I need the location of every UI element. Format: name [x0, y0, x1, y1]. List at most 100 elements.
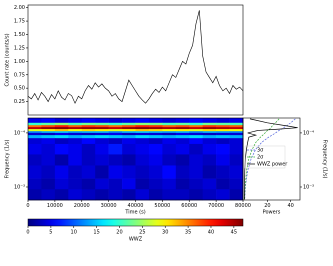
heat-cell	[41, 129, 56, 132]
heat-cell	[229, 143, 244, 155]
heat-cell	[108, 122, 123, 126]
heat-cell	[54, 122, 69, 126]
heat-cell	[229, 132, 244, 136]
heat-cell	[229, 135, 244, 139]
heat-cell	[202, 138, 217, 145]
heat-cell	[229, 178, 244, 190]
heat-cell	[189, 125, 203, 128]
heat-cell	[148, 154, 163, 166]
heat-cell	[81, 143, 96, 155]
heat-cell	[229, 189, 244, 201]
heat-cell	[54, 125, 69, 128]
y-tick-label: 1.50	[14, 32, 25, 38]
heat-cell	[54, 135, 69, 139]
heat-cell	[216, 165, 230, 179]
heat-cell	[41, 138, 56, 145]
axes-frame	[242, 117, 301, 201]
heat-cell	[108, 125, 123, 128]
heat-cell	[54, 178, 69, 190]
heat-cell	[229, 118, 244, 124]
heat-cell	[95, 154, 109, 166]
heat-cell	[202, 125, 217, 128]
x-axis-label: Time (s)	[124, 210, 145, 216]
y-tick-label: 1.25	[14, 45, 25, 51]
legend-label: WWZ power	[257, 162, 288, 168]
heat-cell	[122, 165, 136, 179]
heat-cell	[229, 138, 244, 145]
heat-cell	[108, 178, 123, 190]
heat-cell	[108, 127, 123, 130]
heat-cell	[95, 189, 109, 201]
heat-cell	[135, 127, 150, 130]
heat-cell	[68, 129, 83, 132]
colorbar-tick-label: 30	[162, 230, 168, 236]
colorbar	[27, 218, 244, 227]
heat-cell	[189, 178, 203, 190]
heat-cell	[162, 138, 177, 145]
heat-cell	[95, 127, 109, 130]
heat-cell	[162, 125, 177, 128]
heat-cell	[68, 154, 83, 166]
heat-cell	[135, 135, 150, 139]
colorbar-tick-label: 0	[26, 230, 29, 236]
y-tick-label: 0.75	[14, 72, 25, 78]
heat-cell	[216, 127, 230, 130]
heat-cell	[175, 122, 190, 126]
heat-cell	[81, 189, 96, 201]
heat-cell	[189, 189, 203, 201]
legend-box	[244, 145, 286, 169]
heat-cell	[216, 189, 230, 201]
heat-cell	[216, 154, 230, 166]
axes-frame	[27, 4, 244, 116]
heat-cell	[28, 178, 42, 190]
heat-cell	[175, 131, 190, 134]
heat-cell	[135, 131, 150, 134]
heat-cell	[216, 122, 230, 126]
heat-cell	[189, 132, 203, 136]
heat-cell	[175, 135, 190, 139]
heat-cell	[148, 129, 163, 132]
heat-cell	[162, 165, 177, 179]
heat-cell	[41, 165, 56, 179]
heat-cell	[175, 138, 190, 145]
heat-cell	[135, 125, 150, 128]
light-curve	[27, 10, 244, 104]
heat-cell	[81, 125, 96, 128]
heat-cell	[135, 129, 150, 132]
heat-cell	[202, 165, 217, 179]
heat-cell	[175, 154, 190, 166]
heat-cell	[135, 118, 150, 124]
heat-cell	[148, 138, 163, 145]
heat-cell	[81, 118, 96, 124]
y-tick-label: 0.25	[14, 99, 25, 105]
heat-cell	[28, 127, 42, 130]
heat-cell	[68, 127, 83, 130]
heat-cell	[41, 132, 56, 136]
y-tick-label: 10⁻³	[14, 184, 25, 190]
colorbar-tick-label: 35	[185, 230, 191, 236]
heat-cell	[148, 178, 163, 190]
heat-cell	[135, 122, 150, 126]
heat-cell	[175, 127, 190, 130]
legend-label: 2σ	[257, 155, 264, 161]
y-axis-label: Frequency (1/s)	[322, 140, 328, 179]
legend-label: 3σ	[257, 148, 264, 154]
y-tick-label: 1.75	[14, 19, 25, 25]
x-tick-label: 40000	[128, 203, 144, 209]
heat-cell	[81, 178, 96, 190]
heat-cell	[162, 129, 177, 132]
heat-cell	[162, 118, 177, 124]
heat-cell	[135, 132, 150, 136]
power-line	[244, 118, 280, 200]
heat-cell	[148, 143, 163, 155]
colorbar-tick-label: 40	[208, 230, 214, 236]
heat-cell	[202, 189, 217, 201]
colorbar-tick-label: 15	[93, 230, 99, 236]
heat-cell	[54, 129, 69, 132]
y-axis-label: Count rate (counts/s)	[5, 33, 11, 86]
heat-cell	[41, 127, 56, 130]
x-tick-label: 80000	[235, 203, 251, 209]
heat-cell	[95, 131, 109, 134]
heat-cell	[81, 154, 96, 166]
